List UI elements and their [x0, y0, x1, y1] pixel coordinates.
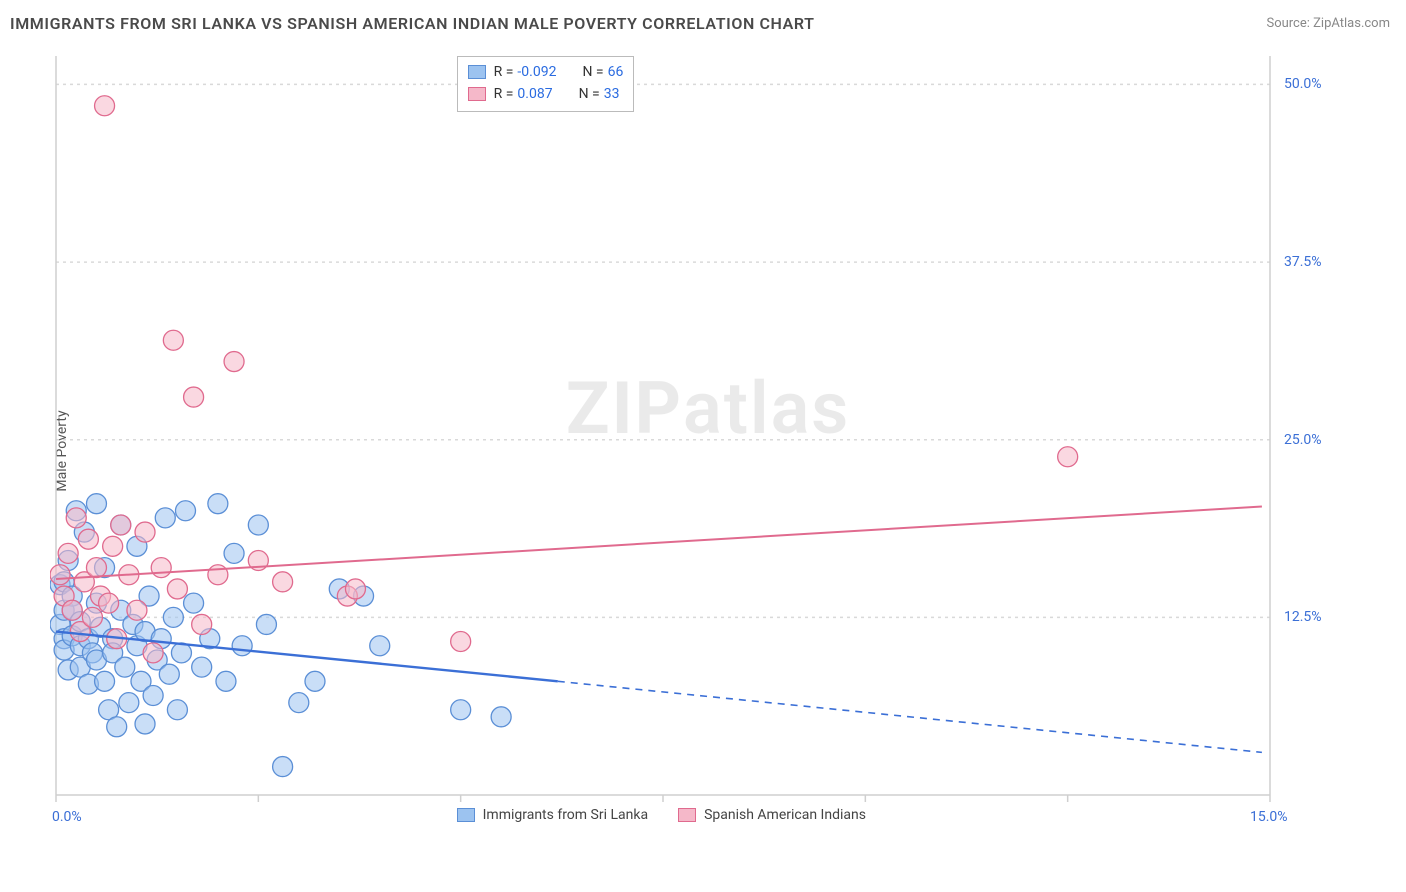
legend-n: N =33 [579, 86, 620, 102]
correlation-legend-row: R =-0.092 N =66 [468, 61, 624, 83]
chart-header: IMMIGRANTS FROM SRI LANKA VS SPANISH AME… [10, 14, 1390, 33]
legend-swatch [468, 65, 486, 79]
y-tick-label: 50.0% [1284, 76, 1322, 92]
legend-swatch [678, 808, 696, 822]
series-legend-label: Spanish American Indians [704, 807, 866, 823]
chart-source: Source: ZipAtlas.com [1266, 16, 1390, 31]
series-legend-item: Spanish American Indians [678, 807, 866, 823]
scatter-plot [50, 50, 1330, 835]
chart-area: Male Poverty ZIPatlas R =-0.092N =66R =0… [50, 50, 1330, 835]
legend-n: N =66 [582, 64, 623, 80]
series-legend-label: Immigrants from Sri Lanka [483, 807, 648, 823]
chart-title: IMMIGRANTS FROM SRI LANKA VS SPANISH AME… [10, 14, 815, 33]
x-axis-origin-label: 0.0% [52, 809, 82, 825]
legend-swatch [468, 87, 486, 101]
legend-swatch [457, 808, 475, 822]
series-legend: Immigrants from Sri Lanka Spanish America… [457, 807, 866, 823]
source-name: ZipAtlas.com [1313, 16, 1390, 31]
y-tick-label: 37.5% [1284, 254, 1322, 270]
y-tick-label: 12.5% [1284, 609, 1322, 625]
series-legend-item: Immigrants from Sri Lanka [457, 807, 648, 823]
legend-r: R =-0.092 [494, 64, 557, 80]
source-prefix: Source: [1266, 16, 1313, 31]
y-tick-label: 25.0% [1284, 432, 1322, 448]
x-axis-end-label: 15.0% [1250, 809, 1288, 825]
correlation-legend-row: R =0.087 N =33 [468, 83, 624, 105]
legend-r: R =0.087 [494, 86, 553, 102]
correlation-legend: R =-0.092 N =66 R =0.087 N =33 [457, 56, 635, 112]
